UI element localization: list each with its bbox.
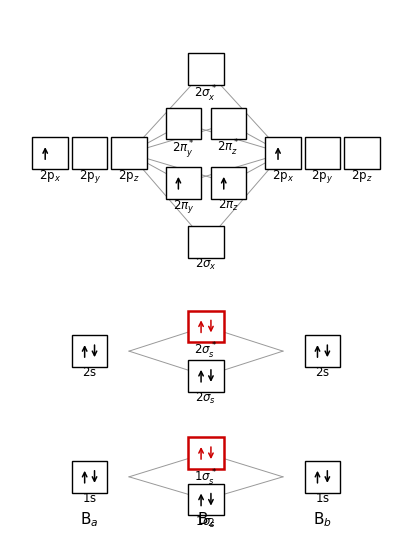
Text: $2\mathrm{p}_z$: $2\mathrm{p}_z$ <box>351 168 372 184</box>
Text: $1\sigma_s$: $1\sigma_s$ <box>195 514 217 529</box>
Text: $\mathrm{B}_b$: $\mathrm{B}_b$ <box>313 511 332 529</box>
Bar <box>72 335 108 367</box>
Bar <box>188 53 224 85</box>
Bar <box>188 310 224 342</box>
Text: $1\mathrm{s}$: $1\mathrm{s}$ <box>82 492 97 505</box>
Text: $2\sigma_s^*$: $2\sigma_s^*$ <box>194 341 218 361</box>
Text: $2\mathrm{p}_z$: $2\mathrm{p}_z$ <box>118 168 140 184</box>
Bar <box>304 137 340 169</box>
Text: $2\mathrm{p}_x$: $2\mathrm{p}_x$ <box>39 168 61 184</box>
Text: $2\sigma_x^*$: $2\sigma_x^*$ <box>194 84 218 104</box>
Text: $2\sigma_s$: $2\sigma_s$ <box>195 391 217 406</box>
Bar <box>188 360 224 391</box>
Bar <box>304 461 340 492</box>
Bar <box>211 108 246 139</box>
Text: $2\mathrm{p}_y$: $2\mathrm{p}_y$ <box>79 168 101 185</box>
Bar <box>188 227 224 258</box>
Text: $2\sigma_x$: $2\sigma_x$ <box>195 257 217 272</box>
Bar <box>111 137 147 169</box>
Text: $2\pi_z$: $2\pi_z$ <box>218 198 239 213</box>
Text: $2\pi_y^*$: $2\pi_y^*$ <box>172 139 194 161</box>
Bar <box>211 167 246 199</box>
Text: $2\mathrm{s}$: $2\mathrm{s}$ <box>82 366 97 379</box>
Bar <box>33 137 68 169</box>
Text: $2\pi_y$: $2\pi_y$ <box>173 198 194 215</box>
Bar <box>72 461 108 492</box>
Bar <box>188 484 224 516</box>
Text: $2\mathrm{p}_y$: $2\mathrm{p}_y$ <box>311 168 333 185</box>
Bar <box>166 108 201 139</box>
Text: $2\pi_z^*$: $2\pi_z^*$ <box>218 139 240 158</box>
Text: $\mathrm{B}_2$: $\mathrm{B}_2$ <box>197 511 215 529</box>
Bar <box>166 167 201 199</box>
Bar <box>344 137 379 169</box>
Bar <box>265 137 301 169</box>
Bar <box>304 335 340 367</box>
Text: $1\sigma_s^*$: $1\sigma_s^*$ <box>194 468 218 488</box>
Text: $2\mathrm{p}_x$: $2\mathrm{p}_x$ <box>272 168 294 184</box>
Bar <box>188 437 224 469</box>
Text: $1\mathrm{s}$: $1\mathrm{s}$ <box>315 492 330 505</box>
Bar <box>72 137 108 169</box>
Text: $\mathrm{B}_a$: $\mathrm{B}_a$ <box>80 511 99 529</box>
Text: $2\mathrm{s}$: $2\mathrm{s}$ <box>315 366 330 379</box>
